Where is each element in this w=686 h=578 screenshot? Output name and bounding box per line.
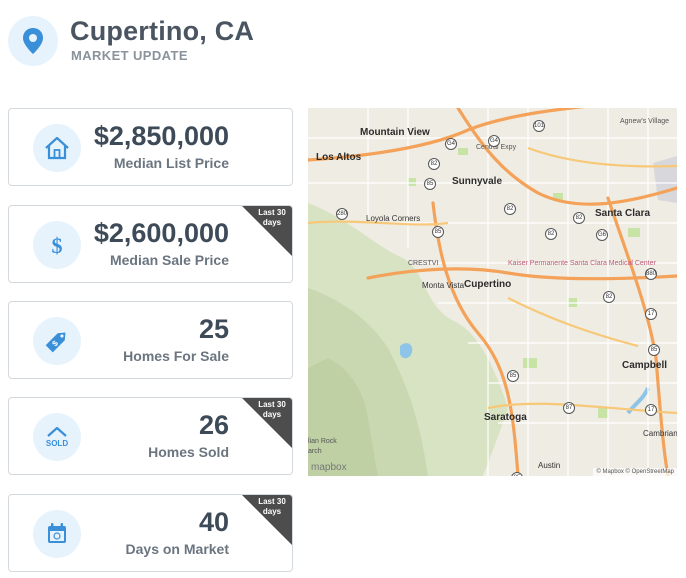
- road-shield: 17: [645, 404, 657, 416]
- map-label: Agnew's Village: [620, 118, 670, 125]
- map-label: CRESTVI: [408, 260, 439, 267]
- road-shield: 85: [424, 178, 436, 190]
- stat-label: Homes For Sale: [123, 348, 229, 364]
- map-label: Los Altos: [316, 152, 362, 163]
- road-shield: G4: [445, 138, 457, 150]
- road-shield: 17: [645, 308, 657, 320]
- stat-value: $2,850,000: [93, 121, 229, 151]
- map-label: lian Rock: [308, 438, 337, 445]
- map-hospital-label: Kaiser Permanente Santa Clara Medical Ce…: [508, 260, 656, 267]
- stat-card-homes-sold: SOLD 26 Homes Sold Last 30 days: [8, 397, 293, 475]
- period-ribbon: Last 30 days: [242, 206, 292, 256]
- stat-value: 40: [198, 507, 229, 537]
- stat-value: 26: [198, 410, 229, 440]
- mapbox-logo[interactable]: mapbox: [311, 462, 347, 473]
- svg-text:SOLD: SOLD: [46, 439, 68, 448]
- area-map[interactable]: Mountain View Los Altos Sunnyvale Santa …: [308, 108, 677, 476]
- stat-card-days-on-market: 40 Days on Market Last 30 days: [8, 494, 293, 572]
- map-attribution[interactable]: © Mapbox © OpenStreetMap: [593, 468, 677, 476]
- road-shield: 880: [645, 268, 657, 280]
- page-subtitle: MARKET UPDATE: [71, 48, 188, 63]
- period-ribbon-text: Last 30 days: [258, 497, 286, 516]
- location-pin-icon: [8, 16, 58, 66]
- road-shield: G4: [488, 135, 500, 147]
- map-label: Loyola Corners: [366, 214, 421, 223]
- road-shield: G6: [596, 229, 608, 241]
- road-shield: 85: [507, 370, 519, 382]
- stat-value: $2,600,000: [93, 218, 229, 248]
- period-ribbon: Last 30 days: [242, 398, 292, 448]
- sold-house-icon: SOLD: [33, 413, 81, 461]
- map-label: Campbell: [622, 360, 668, 371]
- stat-card-median-list-price: $2,850,000 Median List Price: [8, 108, 293, 186]
- road-shield: 82: [504, 203, 516, 215]
- map-label: Austin: [538, 461, 561, 470]
- page-title: Cupertino, CA: [70, 16, 255, 46]
- map-base: [308, 108, 677, 476]
- price-tag-icon: $: [33, 317, 81, 365]
- map-label: Cambrian: [643, 429, 677, 438]
- road-shield: 82: [545, 228, 557, 240]
- map-label: Monta Vista: [422, 281, 465, 290]
- period-ribbon-text: Last 30 days: [258, 400, 286, 419]
- map-label: Mountain View: [360, 127, 430, 138]
- stat-card-median-sale-price: $ $2,600,000 Median Sale Price Last 30 d…: [8, 205, 293, 283]
- house-icon: [33, 124, 81, 172]
- header: Cupertino, CA MARKET UPDATE: [8, 14, 668, 70]
- stat-card-homes-for-sale: $ 25 Homes For Sale: [8, 301, 293, 379]
- period-ribbon-text: Last 30 days: [258, 208, 286, 227]
- stat-label: Median List Price: [113, 155, 229, 171]
- road-shield: 87: [563, 402, 575, 414]
- road-shield: 82: [573, 212, 585, 224]
- map-label: Saratoga: [484, 412, 527, 423]
- road-shield: 85: [432, 226, 444, 238]
- stat-label: Days on Market: [125, 541, 229, 557]
- map-label: Sunnyvale: [452, 176, 503, 187]
- stat-label: Median Sale Price: [109, 252, 229, 268]
- road-shield: 82: [428, 158, 440, 170]
- map-label: Central Expy: [476, 144, 517, 151]
- svg-text:$: $: [52, 233, 63, 258]
- road-shield: 280: [336, 208, 348, 220]
- road-shield: 101: [533, 120, 545, 132]
- road-shield: 85: [648, 344, 660, 356]
- map-label: arch: [308, 448, 322, 455]
- svg-text:$: $: [50, 338, 60, 348]
- calendar-icon: [33, 510, 81, 558]
- road-shield: 82: [603, 291, 615, 303]
- stat-value: 25: [198, 314, 229, 344]
- map-label: Santa Clara: [595, 208, 651, 219]
- period-ribbon: Last 30 days: [242, 495, 292, 545]
- stat-label: Homes Sold: [148, 444, 229, 460]
- map-label: Cupertino: [464, 279, 512, 290]
- dollar-icon: $: [33, 221, 81, 269]
